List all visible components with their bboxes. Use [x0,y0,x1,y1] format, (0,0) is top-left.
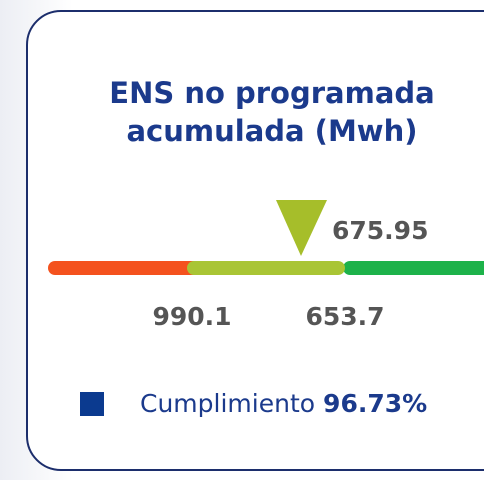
legend-swatch [80,392,104,416]
legend: Cumplimiento 96.73% [140,389,427,418]
card-title: acumulada (Mwh) [126,114,417,148]
threshold-label: 990.1 [152,302,231,331]
marker [276,200,327,256]
card [26,10,484,471]
legend-label: Cumplimiento [140,389,315,418]
marker-value: 675.95 [332,216,428,245]
legend-value: 96.73% [323,389,427,418]
card-title: ENS no programada [109,76,434,110]
threshold-label: 653.7 [305,302,384,331]
